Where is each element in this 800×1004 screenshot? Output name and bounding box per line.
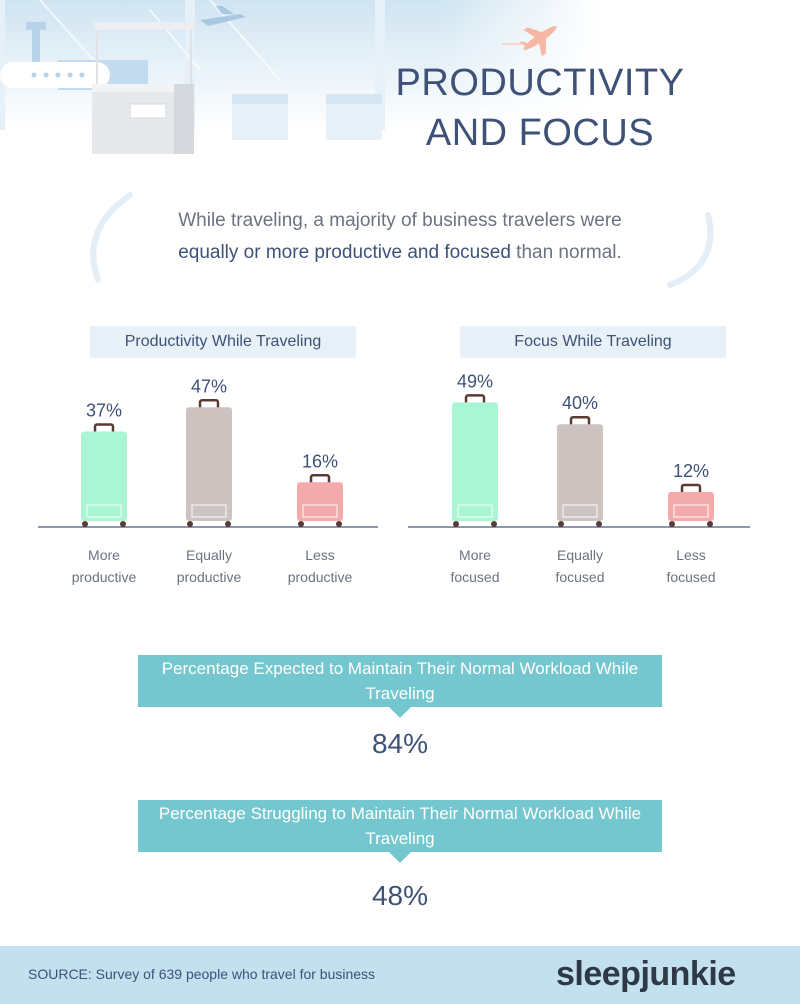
suitcase-bar — [452, 402, 498, 521]
suitcase-wheel — [82, 521, 88, 527]
intro-part-1: While traveling, a majority of business … — [178, 210, 622, 231]
suitcase-wheel — [707, 521, 713, 527]
title-line-2: AND FOCUS — [425, 112, 655, 154]
quote-arcs — [90, 192, 714, 288]
suitcase-wheel — [669, 521, 675, 527]
value-label: 47% — [191, 376, 227, 396]
suitcase-wheel — [298, 521, 304, 527]
callout-struggling: Percentage Struggling to Maintain Their … — [138, 800, 662, 863]
brand-logo: sleepjunkie — [556, 955, 736, 993]
value-label: 40% — [562, 393, 598, 413]
suitcase-wheel — [453, 521, 459, 527]
callout-maintain: Percentage Expected to Maintain Their No… — [138, 655, 662, 718]
suitcase-bar — [186, 407, 232, 521]
suitcase-bar — [297, 482, 343, 521]
suitcase-wheel — [187, 521, 193, 527]
suitcase-bar — [81, 431, 127, 521]
suitcase-pocket — [673, 504, 709, 518]
category-label: Equally productive — [176, 547, 242, 585]
suitcase-pocket — [86, 504, 122, 518]
focus-chart-title: Focus While Traveling — [460, 326, 726, 358]
suitcase-bar — [668, 491, 714, 521]
category-label: More productive — [71, 547, 137, 585]
page-title: PRODUCTIVITY AND FOCUS — [360, 58, 720, 158]
productivity-chart-title: Productivity While Traveling — [90, 326, 356, 358]
callout-struggling-label: Percentage Struggling to Maintain Their … — [158, 804, 642, 848]
suitcase-wheel — [596, 521, 602, 527]
stat-maintain-value: 84% — [371, 728, 429, 759]
source-text: SOURCE: Survey of 639 people who travel … — [28, 966, 376, 982]
suitcase-wheel — [558, 521, 564, 527]
suitcase-bar-charts: 37% 47% 16% 49% 40% 12% — [38, 371, 750, 528]
value-label: 49% — [457, 371, 493, 391]
category-label: Less focused — [666, 547, 716, 585]
footer-bar — [0, 946, 800, 1004]
value-label: 37% — [86, 400, 122, 420]
title-line-1: PRODUCTIVITY — [395, 62, 685, 104]
suitcase-pocket — [191, 504, 227, 518]
category-label: More focused — [450, 547, 500, 585]
suitcase-pocket — [457, 504, 493, 518]
category-label: Equally focused — [555, 547, 605, 585]
suitcase-wheel — [491, 521, 497, 527]
suitcase-wheel — [120, 521, 126, 527]
airport-illustration — [0, 0, 800, 170]
value-label: 16% — [302, 451, 338, 471]
stat-struggling-value: 48% — [371, 880, 429, 911]
suitcase-wheel — [225, 521, 231, 527]
intro-part-2: than normal. — [516, 242, 622, 263]
value-label: 12% — [673, 461, 709, 481]
intro-text: While traveling, a majority of business … — [100, 205, 700, 269]
suitcase-bar — [557, 424, 603, 521]
suitcase-wheel — [336, 521, 342, 527]
intro-highlight: equally or more productive and focused — [178, 242, 511, 263]
suitcase-pocket — [302, 504, 338, 518]
callout-maintain-label: Percentage Expected to Maintain Their No… — [161, 659, 639, 703]
suitcase-pocket — [562, 504, 598, 518]
category-label: Less productive — [287, 547, 353, 585]
